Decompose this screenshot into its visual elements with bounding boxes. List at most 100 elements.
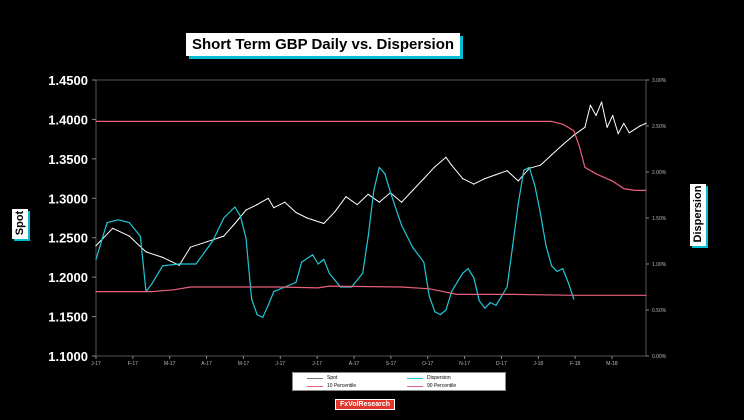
- data-point-dispersion: [234, 206, 236, 208]
- data-point-90-percentile: [595, 173, 597, 175]
- data-point-spot: [356, 204, 358, 206]
- data-point-90-percentile: [584, 166, 586, 168]
- data-point-spot: [273, 207, 275, 209]
- y2-tick-label: 2.00%: [652, 170, 667, 176]
- data-point-10-percentile: [95, 291, 97, 293]
- data-point-spot: [295, 211, 297, 214]
- data-point-dispersion: [367, 235, 369, 237]
- legend-swatch-90-percentile: [407, 385, 423, 387]
- right-axis: 0.00% 0.50% 1.00% 1.50% 2.00% 2.50% 3.00%: [646, 78, 667, 360]
- data-point-dispersion: [212, 240, 214, 242]
- y-tick-label: 1.4000: [48, 112, 88, 127]
- data-point-10-percentile: [278, 286, 280, 288]
- data-point-spot: [223, 235, 225, 237]
- data-point-90-percentile: [623, 188, 625, 190]
- data-point-spot: [162, 256, 164, 258]
- data-point-spot: [401, 201, 403, 203]
- data-point-spot: [306, 217, 308, 219]
- data-point-dispersion: [151, 283, 153, 285]
- data-point-dispersion: [312, 254, 314, 256]
- data-point-dispersion: [412, 246, 414, 248]
- data-point-spot: [189, 246, 191, 248]
- data-point-dispersion: [551, 265, 553, 267]
- data-point-90-percentile: [573, 130, 575, 132]
- data-point-spot: [606, 126, 608, 128]
- data-point-dispersion: [473, 277, 475, 279]
- data-point-90-percentile: [612, 180, 614, 182]
- data-point-90-percentile: [551, 120, 553, 122]
- data-point-spot: [178, 264, 180, 266]
- legend-item-dispersion: Dispersion: [407, 375, 451, 381]
- data-point-dispersion: [439, 314, 441, 316]
- data-point-spot: [506, 170, 508, 172]
- data-point-spot: [267, 197, 269, 199]
- data-point-dispersion: [328, 272, 330, 274]
- data-point-10-percentile: [428, 288, 430, 290]
- data-point-spot: [128, 235, 130, 237]
- data-point-dispersion: [512, 245, 514, 247]
- y2-axis-title: Dispersion: [690, 184, 706, 246]
- x-tick-label: M-17: [164, 361, 176, 367]
- data-point-dispersion: [528, 166, 530, 168]
- x-tick-label: A-17: [349, 361, 360, 367]
- x-tick-label: J-17: [91, 361, 101, 367]
- data-point-dispersion: [451, 291, 453, 293]
- y-tick-label: 1.1500: [48, 310, 88, 325]
- data-point-dispersion: [373, 189, 375, 191]
- y2-tick-label: 2.50%: [652, 124, 667, 130]
- data-point-dispersion: [251, 298, 253, 300]
- data-point-spot: [367, 193, 369, 195]
- data-point-dispersion: [317, 263, 319, 265]
- data-point-10-percentile: [645, 294, 647, 296]
- data-point-spot: [451, 164, 453, 166]
- x-tick-label: O-17: [422, 361, 433, 367]
- data-point-dispersion: [128, 222, 130, 224]
- data-point-spot: [112, 227, 114, 229]
- x-tick-label: N-17: [459, 361, 470, 367]
- x-tick-label: J-18: [533, 361, 543, 367]
- data-point-dispersion: [523, 169, 525, 171]
- data-point-dispersion: [95, 258, 97, 260]
- y-tick-label: 1.2500: [48, 231, 88, 246]
- data-point-spot: [284, 201, 286, 203]
- data-point-dispersion: [467, 268, 469, 270]
- data-point-spot: [628, 132, 630, 134]
- y-tick-label: 1.4500: [48, 73, 88, 88]
- data-point-dispersion: [239, 215, 241, 217]
- data-point-spot: [495, 174, 497, 176]
- data-point-10-percentile: [189, 286, 191, 288]
- legend: Spot Dispersion 10 Percentile 90 Percent…: [292, 372, 506, 391]
- data-point-dispersion: [434, 311, 436, 313]
- x-tick-label: S-17: [386, 361, 397, 367]
- data-point-spot: [484, 178, 486, 180]
- legend-label-90-percentile: 90 Percentile: [427, 383, 457, 389]
- data-point-dispersion: [117, 219, 119, 221]
- data-point-90-percentile: [578, 145, 580, 147]
- legend-swatch-10-percentile: [307, 385, 323, 387]
- data-point-spot: [462, 178, 464, 180]
- data-point-spot: [623, 122, 625, 124]
- data-point-90-percentile: [634, 189, 636, 191]
- data-point-spot: [584, 126, 586, 128]
- y-axis-title-text: Spot: [14, 210, 26, 236]
- legend-label-10-percentile: 10 Percentile: [327, 383, 357, 389]
- y-axis-title: Spot: [12, 209, 28, 239]
- data-point-spot: [256, 204, 258, 206]
- data-point-spot: [445, 156, 447, 158]
- legend-item-spot: Spot: [307, 375, 337, 381]
- data-point-spot: [245, 209, 247, 211]
- data-point-spot: [206, 241, 208, 243]
- legend-label-dispersion: Dispersion: [427, 375, 451, 381]
- legend-swatch-spot: [307, 377, 323, 379]
- data-point-dispersion: [256, 314, 258, 316]
- data-point-dispersion: [384, 173, 386, 175]
- x-tick-label: J-17: [275, 361, 285, 367]
- data-point-spot: [145, 251, 147, 253]
- x-tick-label: J-17: [312, 361, 322, 367]
- data-point-10-percentile: [328, 285, 330, 287]
- data-point-dispersion: [562, 268, 564, 270]
- data-point-spot: [562, 144, 564, 146]
- data-point-spot: [551, 154, 553, 156]
- data-point-dispersion: [489, 302, 491, 304]
- x-tick-label: A-17: [201, 361, 212, 367]
